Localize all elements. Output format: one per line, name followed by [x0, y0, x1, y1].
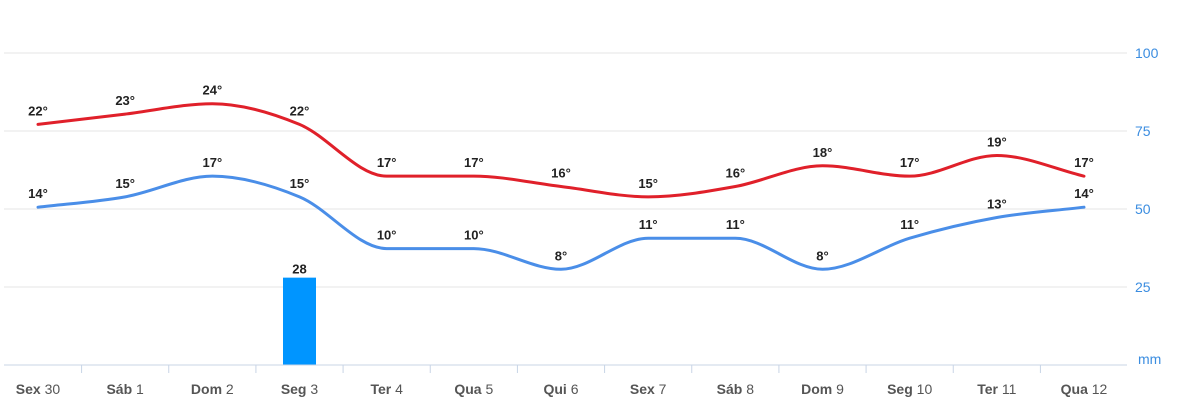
x-axis: Sex 30 Sáb 1 Dom 2 Seg 3 Ter 4 Qua 5 Qui 6 Sex …: [4, 364, 1127, 397]
min-temp-label: 8°: [816, 248, 828, 263]
x-tick-label: Seg 10: [887, 381, 932, 397]
temperature-labels: 22° 23° 24° 22° 17° 17° 16° 15° 16° 18° 17° 19° 17° 1…: [28, 83, 1094, 264]
temperature-lines: [36, 102, 1086, 271]
max-temp-label: 19°: [987, 134, 1007, 149]
min-temp-label: 13°: [987, 197, 1007, 212]
min-temp-label: 15°: [290, 176, 310, 191]
x-tick-label: Dom 9: [801, 381, 844, 397]
x-tick-label: Dom 2: [191, 381, 234, 397]
min-temp-label: 8°: [555, 248, 567, 263]
min-temp-label: 11°: [639, 217, 658, 232]
max-temp-label: 22°: [290, 103, 310, 118]
max-temp-label: 18°: [813, 145, 833, 160]
precipitation-label: 28: [292, 262, 306, 277]
x-tick-label: Sex 30: [16, 381, 61, 397]
x-tick-label: Sex 7: [630, 381, 667, 397]
x-tick-label: Qui 6: [543, 381, 578, 397]
min-temp-label: 11°: [726, 217, 745, 232]
max-temp-label: 17°: [377, 155, 397, 170]
min-temperature-line: [36, 174, 1086, 271]
max-temp-label: 24°: [202, 83, 222, 98]
min-temp-label: 14°: [28, 186, 48, 201]
y-tick-label: 100: [1135, 45, 1159, 61]
x-tick-label: Seg 3: [281, 381, 319, 397]
y-tick-label: 50: [1135, 201, 1151, 217]
min-temp-label: 17°: [202, 155, 222, 170]
max-temperature-line: [36, 102, 1086, 199]
y-axis-right: 25 50 75 100 mm: [1135, 45, 1161, 367]
max-temp-label: 16°: [725, 166, 745, 181]
gridlines: [4, 52, 1127, 288]
y-tick-label: 25: [1135, 279, 1151, 295]
min-temp-label: 10°: [377, 228, 397, 243]
precipitation-bar: [283, 277, 316, 365]
max-temp-label: 15°: [638, 176, 658, 191]
x-tick-label: Qua 5: [454, 381, 493, 397]
x-tick-label: Ter 11: [977, 381, 1016, 397]
y-axis-unit: mm: [1138, 351, 1161, 367]
min-temp-label: 15°: [115, 176, 135, 191]
max-temp-label: 17°: [464, 155, 484, 170]
max-temp-label: 22°: [28, 103, 48, 118]
x-tick-label: Sáb 1: [106, 381, 144, 397]
max-temp-label: 17°: [1074, 155, 1094, 170]
max-temp-label: 23°: [115, 93, 135, 108]
precipitation-bars: 28: [283, 262, 316, 365]
max-temp-label: 16°: [551, 166, 571, 181]
y-tick-label: 75: [1135, 123, 1151, 139]
min-temp-label: 10°: [464, 228, 484, 243]
x-tick-label: Ter 4: [370, 381, 403, 397]
x-tick-label: Sáb 8: [717, 381, 755, 397]
min-temp-label: 11°: [900, 217, 919, 232]
max-temp-label: 17°: [900, 155, 920, 170]
min-temp-label: 14°: [1074, 186, 1094, 201]
x-tick-label: Qua 12: [1061, 381, 1108, 397]
